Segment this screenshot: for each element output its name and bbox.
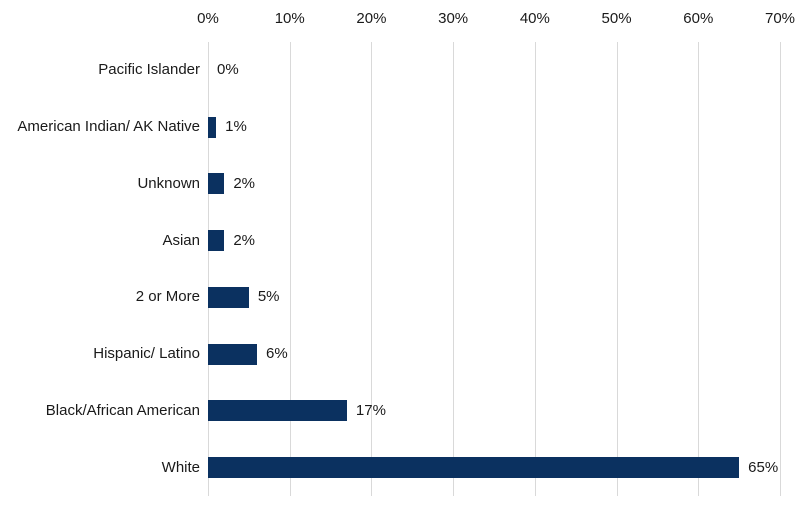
category-label: Black/African American <box>45 401 200 419</box>
value-label: 2% <box>233 231 256 249</box>
value-label: 5% <box>257 288 280 306</box>
bar <box>208 286 249 308</box>
gridline <box>289 42 291 496</box>
category-label: American Indian/ AK Native <box>17 118 200 136</box>
category-label: Asian <box>162 231 200 249</box>
gridline <box>698 42 700 496</box>
value-label: 65% <box>748 458 779 476</box>
x-tick-label: 20% <box>356 10 387 27</box>
gridline <box>780 42 781 496</box>
x-tick-label: 30% <box>438 10 469 27</box>
gridline <box>453 42 455 496</box>
value-label: 1% <box>225 118 247 136</box>
gridline <box>616 42 618 496</box>
x-tick-label: 50% <box>601 10 632 27</box>
gridline <box>534 42 536 496</box>
bar <box>208 457 740 479</box>
category-label: White <box>161 458 200 476</box>
bar <box>208 230 225 252</box>
bar <box>208 343 258 365</box>
value-label: 0% <box>217 61 239 79</box>
x-tick-label: 10% <box>274 10 305 27</box>
gridline <box>371 42 373 496</box>
category-label: Unknown <box>137 174 200 192</box>
bar <box>208 116 217 138</box>
bar <box>208 173 225 195</box>
category-label: Hispanic/ Latino <box>93 345 200 363</box>
bar <box>208 400 347 422</box>
x-tick-label: 60% <box>683 10 714 27</box>
x-tick-label: 0% <box>197 10 219 27</box>
value-label: 6% <box>266 345 288 363</box>
x-tick-label: 70% <box>764 10 796 27</box>
gridline <box>208 42 209 496</box>
value-label: 17% <box>355 401 386 419</box>
x-tick-label: 40% <box>519 10 550 27</box>
category-label: Pacific Islander <box>98 61 200 79</box>
category-label: 2 or More <box>135 288 200 306</box>
value-label: 2% <box>233 174 256 192</box>
